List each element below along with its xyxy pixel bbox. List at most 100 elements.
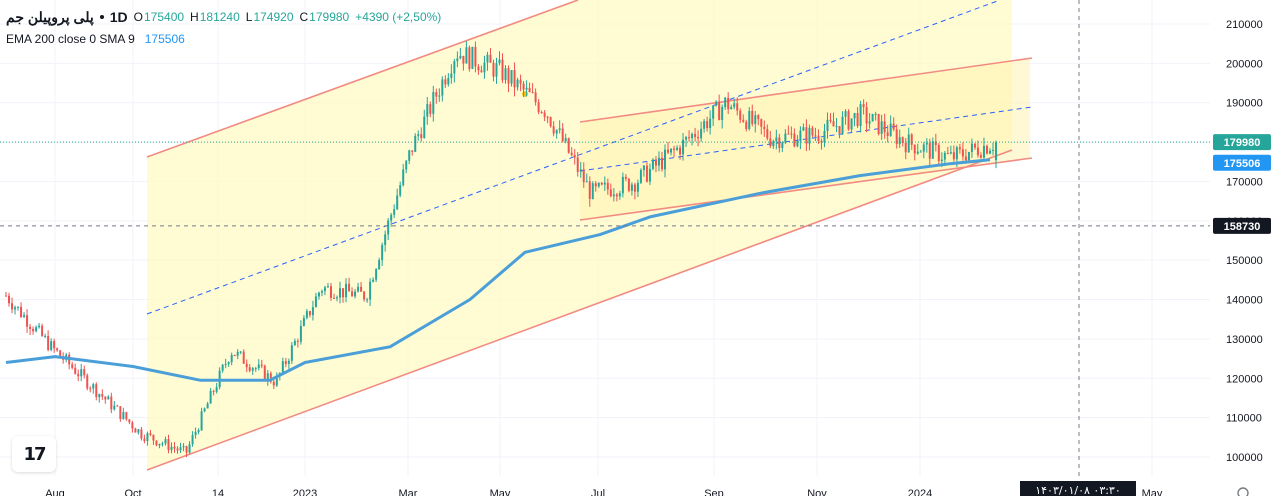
- candle-body: [751, 110, 754, 124]
- price-axis[interactable]: 1000001100001200001300001400001500001600…: [1210, 0, 1273, 496]
- candle-body: [766, 129, 769, 139]
- candle-body: [152, 434, 155, 441]
- candle-body: [787, 133, 790, 135]
- candle-body: [979, 155, 982, 158]
- candle-body: [585, 181, 588, 183]
- time-axis[interactable]: Aug Oct 14 2023 Mar May Jul Sep Nov 2024 May: [45, 488, 1163, 496]
- candle-body: [615, 194, 618, 197]
- candle-body: [447, 77, 450, 85]
- time-tick-label: Oct: [124, 488, 141, 496]
- candle-body: [745, 121, 748, 130]
- candle-body: [724, 97, 727, 108]
- candle-body: [847, 111, 850, 130]
- candle-body: [823, 130, 826, 143]
- candle-body: [438, 95, 441, 97]
- candle-body: [83, 369, 86, 376]
- candle-body: [667, 149, 670, 153]
- date-tag-bg: [1020, 481, 1136, 496]
- time-tick-label: 14: [212, 488, 224, 496]
- candle-body: [865, 107, 868, 124]
- candle-body: [80, 369, 83, 377]
- candle-body: [429, 104, 432, 114]
- candle-body: [540, 112, 543, 114]
- candle-body: [877, 113, 880, 134]
- candle-body: [284, 361, 287, 364]
- candle-body: [435, 92, 438, 97]
- candle-body: [329, 286, 332, 298]
- price-tick-label: 140000: [1226, 295, 1263, 307]
- candle-body: [101, 394, 104, 397]
- candle-body: [627, 178, 630, 191]
- candle-body: [555, 129, 558, 134]
- candle-body: [970, 143, 973, 152]
- candle-body: [814, 135, 817, 137]
- candle-body: [275, 376, 278, 386]
- candle-body: [254, 368, 257, 370]
- candle-body: [29, 326, 32, 329]
- open-value: 175400: [144, 10, 185, 24]
- candle-body: [636, 182, 639, 192]
- candle-body: [570, 152, 573, 155]
- low-value: 174920: [253, 10, 294, 24]
- candle-body: [164, 439, 167, 444]
- candle-body: [122, 412, 125, 419]
- candle-body: [375, 269, 378, 280]
- candle-body: [961, 149, 964, 157]
- settings-gear-icon[interactable]: [1237, 487, 1249, 496]
- candle-body: [263, 365, 266, 381]
- candle-body: [116, 405, 119, 407]
- candle-body: [654, 159, 657, 166]
- candle-body: [320, 291, 323, 293]
- candle-body: [591, 183, 594, 200]
- candle-body: [995, 142, 997, 161]
- candle-body: [784, 133, 787, 143]
- candle-body: [703, 121, 706, 129]
- candle-body: [227, 362, 230, 365]
- candle-body: [26, 315, 29, 327]
- candle-body: [426, 104, 429, 117]
- high-label: H: [190, 10, 199, 24]
- tradingview-logo-icon[interactable]: 17: [12, 436, 56, 472]
- candle-body: [670, 148, 673, 153]
- candle-body: [155, 440, 158, 446]
- candle-body: [898, 137, 901, 144]
- candle-body: [384, 234, 387, 245]
- candle-body: [859, 104, 862, 127]
- indicator-row[interactable]: EMA 200 close 0 SMA 9 175506: [6, 28, 441, 50]
- candle-body: [609, 189, 612, 197]
- candle-body: [805, 127, 808, 144]
- crosshair-price-tag-bg: [1213, 217, 1271, 234]
- candle-body: [657, 157, 660, 166]
- candle-body: [20, 306, 23, 317]
- candle-body: [516, 79, 519, 88]
- candle-body: [856, 113, 859, 127]
- candle-body: [420, 134, 423, 139]
- candle-body: [886, 132, 889, 137]
- candle-body: [357, 286, 360, 292]
- candle-body: [889, 123, 892, 137]
- candle-body: [561, 128, 564, 142]
- candle-body: [381, 244, 384, 261]
- symbol-name[interactable]: پلی پروپیلن جم: [6, 9, 94, 25]
- candle-body: [775, 137, 778, 142]
- candle-body: [477, 66, 480, 71]
- interval-label[interactable]: 1D: [109, 9, 128, 25]
- time-tick-label: Nov: [807, 488, 827, 496]
- candle-body: [459, 55, 462, 59]
- candle-body: [904, 142, 907, 153]
- candle-body: [688, 137, 691, 139]
- crosshair-layer: [0, 0, 1210, 476]
- candle-body: [414, 135, 417, 152]
- candle-body: [323, 287, 326, 292]
- candle-body: [245, 363, 248, 368]
- candle-body: [736, 103, 739, 111]
- candle-body: [685, 137, 688, 140]
- candle-body: [510, 70, 513, 84]
- candle-body: [32, 328, 35, 332]
- candle-body: [630, 184, 633, 191]
- candle-body: [296, 340, 299, 342]
- candle-body: [233, 354, 236, 356]
- candle-body: [507, 68, 510, 84]
- candle-body: [212, 390, 215, 392]
